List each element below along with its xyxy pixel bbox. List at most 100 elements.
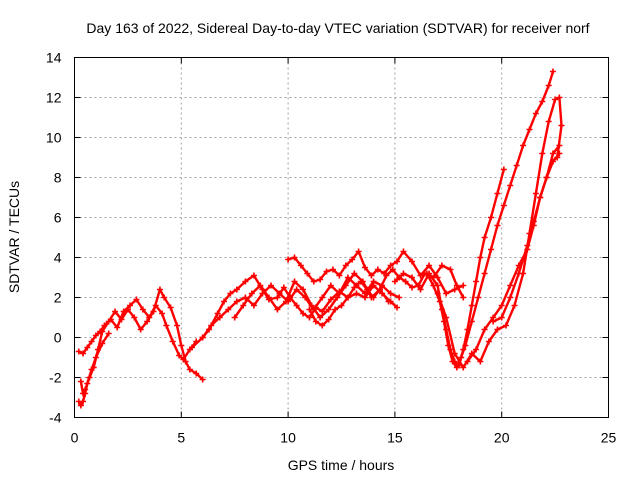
data-point — [242, 294, 249, 301]
data-point — [364, 286, 371, 293]
data-point — [361, 264, 368, 271]
data-point — [349, 256, 356, 263]
data-point — [319, 294, 326, 301]
x-axis-label: GPS time / hours — [288, 457, 395, 473]
y-tick-label: 12 — [46, 90, 62, 106]
data-point — [532, 110, 539, 117]
data-point — [248, 290, 255, 297]
series-track-1 — [77, 286, 206, 397]
data-point — [361, 290, 368, 297]
data-point — [481, 270, 488, 277]
data-point — [99, 340, 106, 347]
data-point — [490, 318, 497, 325]
data-point — [445, 342, 452, 349]
data-point — [75, 348, 82, 355]
data-point — [453, 364, 460, 371]
data-point — [167, 304, 174, 311]
data-point — [169, 338, 176, 345]
data-point — [159, 310, 166, 317]
data-point — [545, 118, 552, 125]
data-point — [114, 324, 121, 331]
data-point — [250, 272, 257, 279]
data-point — [494, 222, 501, 229]
x-tick-labels: 0 5 10 15 20 25 — [71, 430, 617, 446]
data-point — [344, 274, 351, 281]
data-point — [342, 282, 349, 289]
data-point — [351, 270, 358, 277]
data-point — [389, 266, 396, 273]
data-point — [297, 262, 304, 269]
y-tick-labels: -4 -2 0 2 4 6 8 10 12 14 — [46, 50, 62, 426]
data-point — [329, 266, 336, 273]
data-point — [80, 350, 87, 357]
data-point — [488, 214, 495, 221]
data-point — [176, 352, 183, 359]
data-point — [250, 302, 257, 309]
data-point — [312, 318, 319, 325]
data-point — [88, 338, 95, 345]
data-point — [285, 256, 292, 263]
data-point — [105, 330, 112, 337]
data-point — [265, 294, 272, 301]
data-point — [291, 254, 298, 261]
data-point — [449, 358, 456, 365]
data-point — [101, 322, 108, 329]
data-point — [400, 248, 407, 255]
data-point — [291, 278, 298, 285]
y-tick-label: 6 — [54, 210, 62, 226]
data-point — [408, 284, 415, 291]
data-series — [75, 68, 565, 409]
data-point — [394, 258, 401, 265]
data-point — [92, 332, 99, 339]
data-point — [208, 322, 215, 329]
data-point — [477, 254, 484, 261]
series-line — [77, 298, 198, 361]
data-point — [485, 338, 492, 345]
data-point — [400, 270, 407, 277]
data-point — [317, 276, 324, 283]
data-point — [402, 278, 409, 285]
data-point — [357, 278, 364, 285]
data-point — [434, 290, 441, 297]
data-point — [526, 126, 533, 133]
data-point — [233, 298, 240, 305]
series-line — [190, 274, 399, 349]
data-point — [304, 270, 311, 277]
data-point — [460, 282, 467, 289]
data-point — [460, 364, 467, 371]
data-point — [323, 268, 330, 275]
data-point — [475, 294, 482, 301]
y-tick-label: 14 — [46, 50, 62, 66]
data-point — [537, 194, 544, 201]
data-point — [174, 322, 181, 329]
data-point — [127, 302, 134, 309]
data-point — [385, 298, 392, 305]
y-tick-label: 4 — [54, 250, 62, 266]
data-point — [88, 366, 95, 373]
data-point — [464, 358, 471, 365]
series-track-13 — [490, 150, 563, 325]
series-track-11 — [434, 94, 565, 371]
data-point — [498, 314, 505, 321]
y-axis-label: SDTVAR / TECUs — [6, 181, 22, 293]
data-point — [325, 306, 332, 313]
data-point — [494, 190, 501, 197]
data-point — [327, 296, 334, 303]
data-point — [460, 294, 467, 301]
data-point — [221, 298, 228, 305]
x-tick-label: 20 — [494, 430, 510, 446]
data-point — [293, 286, 300, 293]
data-point — [199, 334, 206, 341]
data-point — [368, 272, 375, 279]
data-point — [391, 278, 398, 285]
data-point — [259, 290, 266, 297]
data-point — [225, 306, 232, 313]
series-line — [393, 168, 505, 367]
series-line — [79, 288, 204, 395]
data-point — [520, 142, 527, 149]
x-tick-label: 5 — [177, 430, 185, 446]
data-point — [146, 314, 153, 321]
data-point — [408, 274, 415, 281]
data-point — [306, 314, 313, 321]
data-point — [325, 316, 332, 323]
